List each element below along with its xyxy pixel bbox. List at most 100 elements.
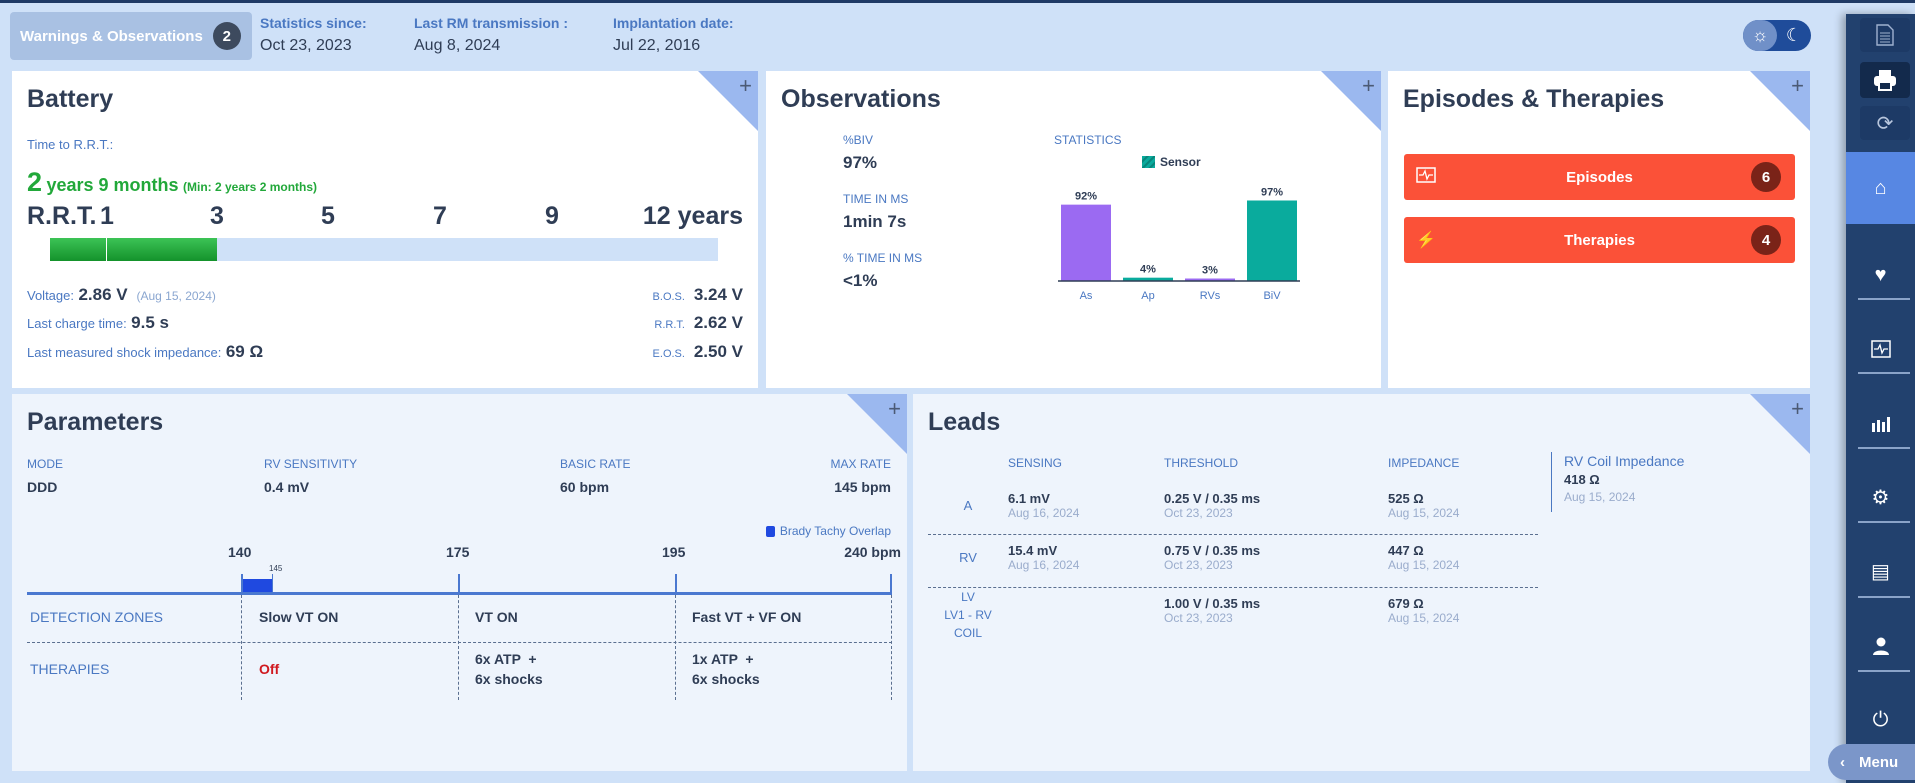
sync-icon[interactable]: ⟳ bbox=[1860, 106, 1910, 140]
home-icon[interactable]: ⌂ bbox=[1846, 152, 1915, 224]
time-to-rrt-label: Time to R.R.T.: bbox=[27, 137, 114, 152]
shock-label: Last measured shock impedance: bbox=[27, 345, 222, 360]
date: Aug 16, 2024 bbox=[1008, 558, 1080, 572]
episodes-label: Episodes bbox=[1566, 168, 1633, 186]
param-value: DDD bbox=[27, 479, 58, 495]
chart-icon[interactable] bbox=[1846, 387, 1915, 459]
plus-icon[interactable]: + bbox=[1791, 73, 1804, 98]
observation-item: % TIME IN MS <1% bbox=[843, 251, 922, 291]
shock-row: Last measured shock impedance: 69 Ω bbox=[27, 342, 263, 362]
episodes-button[interactable]: Episodes 6 bbox=[1404, 154, 1795, 200]
observation-value: <1% bbox=[843, 271, 878, 290]
param-value: 145 bpm bbox=[834, 479, 891, 495]
document-icon[interactable] bbox=[1860, 18, 1910, 52]
leads-panel: Leads + SENSING THRESHOLD IMPEDANCE RV C… bbox=[913, 394, 1810, 771]
plus-icon[interactable]: + bbox=[1362, 73, 1375, 98]
legend-swatch bbox=[1142, 156, 1155, 168]
overlap-tick-label: 145 bbox=[269, 564, 283, 573]
separator bbox=[1858, 670, 1910, 672]
therapy-slow-vt: Off bbox=[259, 661, 280, 677]
sun-icon[interactable]: ☼ bbox=[1743, 20, 1777, 51]
bar-value-label: 4% bbox=[1140, 264, 1156, 276]
rate-tick bbox=[890, 574, 892, 593]
battery-bar-fill bbox=[50, 238, 217, 261]
moon-icon[interactable]: ☾ bbox=[1785, 25, 1803, 45]
zone-slow-vt: Slow VT ON bbox=[259, 609, 339, 625]
chevron-left-icon: ‹ bbox=[1840, 753, 1845, 771]
therapy-line: 1x ATP + bbox=[692, 651, 754, 667]
row-divider bbox=[928, 534, 1538, 535]
bar-value-label: 97% bbox=[1261, 186, 1283, 198]
rate-tick bbox=[272, 574, 273, 593]
stat-statistics-since: Statistics since: Oct 23, 2023 bbox=[260, 15, 367, 55]
therapies-label: THERAPIES bbox=[30, 661, 110, 677]
lead-name-lv: LV LV1 - RV COIL bbox=[933, 588, 1003, 642]
rrt-row: R.R.T. 2.62 V bbox=[654, 313, 743, 333]
charge-value: 9.5 s bbox=[131, 313, 169, 332]
eos-label: E.O.S. bbox=[652, 348, 685, 360]
user-icon[interactable] bbox=[1846, 610, 1915, 682]
therapies-button[interactable]: ⚡ Therapies 4 bbox=[1404, 217, 1795, 263]
param-max-rate: MAX RATE 145 bpm bbox=[831, 457, 891, 495]
legend-label: Sensor bbox=[1160, 155, 1201, 169]
rate-tick bbox=[458, 574, 460, 593]
top-border bbox=[0, 0, 1915, 3]
plus-icon[interactable]: + bbox=[739, 73, 752, 98]
therapy-line: 6x shocks bbox=[475, 671, 543, 687]
stat-last-rm-transmission: Last RM transmission : Aug 8, 2024 bbox=[414, 15, 568, 55]
zone-vt: VT ON bbox=[475, 609, 518, 625]
therapy-vt: 6x ATP + 6x shocks bbox=[475, 649, 543, 689]
category-label: Ap bbox=[1141, 290, 1154, 302]
coil-label: RV Coil Impedance bbox=[1564, 453, 1685, 469]
charge-row: Last charge time: 9.5 s bbox=[27, 313, 169, 333]
stat-label: Statistics since: bbox=[260, 15, 367, 31]
bar-value-label: 92% bbox=[1075, 191, 1097, 203]
date: Oct 23, 2023 bbox=[1164, 611, 1233, 625]
stat-value: Jul 22, 2016 bbox=[613, 37, 701, 54]
bar-RVs bbox=[1185, 278, 1235, 281]
print-icon[interactable] bbox=[1860, 62, 1910, 98]
warnings-observations-button[interactable]: Warnings & Observations 2 bbox=[10, 12, 252, 60]
lead-name-rv: RV bbox=[959, 550, 977, 565]
observation-value: 97% bbox=[843, 153, 878, 172]
report-icon[interactable]: ▤ bbox=[1871, 560, 1890, 583]
plus-icon[interactable]: + bbox=[1791, 396, 1804, 421]
theme-toggle[interactable]: ☼ ☾ bbox=[1743, 20, 1811, 51]
rv-coil-impedance: RV Coil Impedance 418 Ω Aug 15, 2024 bbox=[1564, 453, 1684, 504]
power-icon[interactable]: ⏻ bbox=[1872, 708, 1889, 731]
header-sensing: SENSING bbox=[1008, 456, 1063, 470]
coil-divider bbox=[1551, 452, 1552, 512]
observation-value: 1min 7s bbox=[843, 212, 907, 231]
rate-tick-label: 140 bbox=[228, 544, 252, 560]
zone-divider bbox=[675, 595, 676, 700]
separator bbox=[1858, 521, 1910, 523]
plus-icon[interactable]: + bbox=[888, 396, 901, 421]
episodes-count-badge: 6 bbox=[1751, 162, 1781, 192]
param-label: MODE bbox=[27, 457, 63, 471]
lead-a-threshold: 0.25 V / 0.35 ms Oct 23, 2023 bbox=[1164, 491, 1260, 520]
menu-button[interactable]: ‹ Menu bbox=[1828, 744, 1915, 780]
param-basic-rate: BASIC RATE 60 bpm bbox=[560, 457, 630, 495]
eos-row: E.O.S. 2.50 V bbox=[653, 342, 743, 362]
rate-tick bbox=[241, 574, 243, 593]
rrt-label: R.R.T. bbox=[654, 319, 685, 331]
rrt-years: 2 bbox=[27, 167, 43, 197]
heart-stats-icon[interactable]: ♥ bbox=[1874, 263, 1887, 286]
lead-rv-impedance: 447 Ω Aug 15, 2024 bbox=[1388, 543, 1459, 572]
battery-bar bbox=[50, 238, 718, 261]
rrt-min: (Min: 2 years 2 months) bbox=[183, 180, 318, 194]
row-divider bbox=[27, 642, 892, 643]
value: 679 Ω bbox=[1388, 596, 1424, 611]
value: 0.75 V / 0.35 ms bbox=[1164, 543, 1261, 558]
rate-tick-label: 195 bbox=[662, 544, 686, 560]
settings-gear-icon[interactable]: ⚙ bbox=[1871, 486, 1890, 509]
legend-swatch bbox=[765, 525, 775, 537]
coil-date: Aug 15, 2024 bbox=[1564, 490, 1636, 504]
category-label: BiV bbox=[1263, 290, 1281, 302]
rate-tick-label: 175 bbox=[446, 544, 470, 560]
panel-title: Battery bbox=[27, 85, 114, 113]
rate-tick bbox=[675, 574, 677, 593]
scale-label: 7 bbox=[433, 202, 447, 230]
ecg-monitor-icon[interactable] bbox=[1846, 313, 1915, 385]
stat-value: Oct 23, 2023 bbox=[260, 37, 352, 54]
